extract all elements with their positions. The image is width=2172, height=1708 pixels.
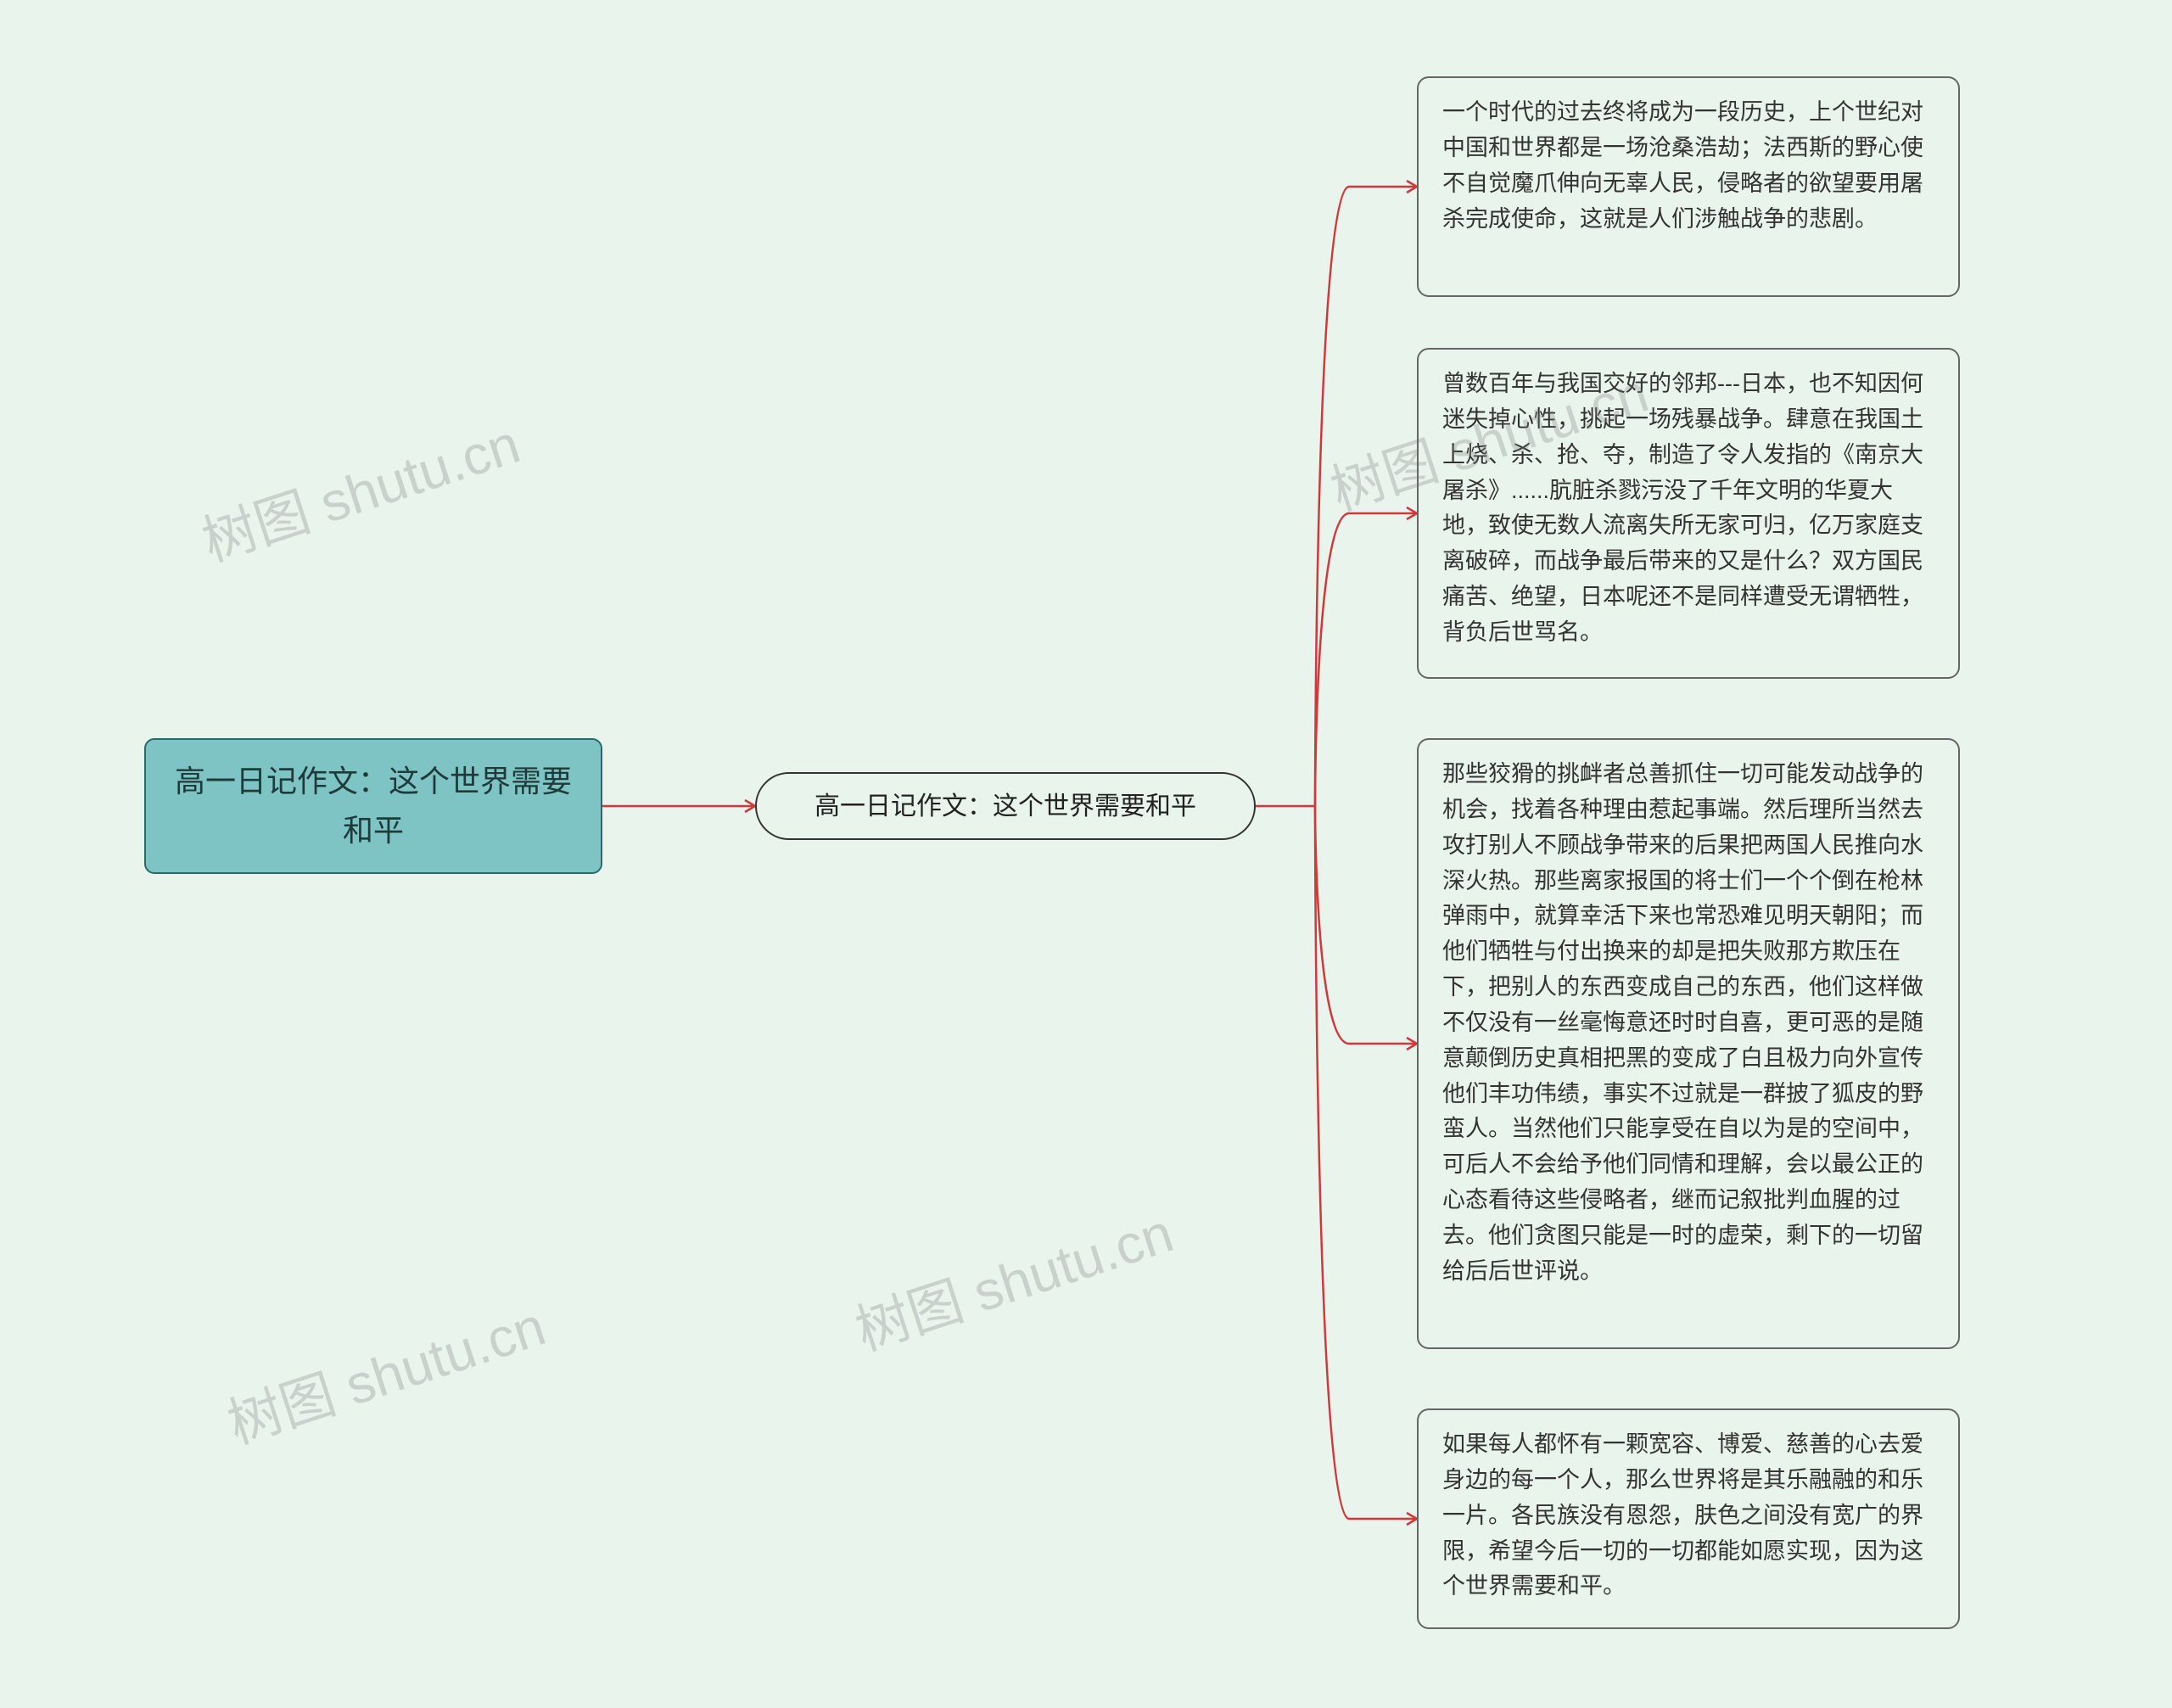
mid-node[interactable]: 高一日记作文：这个世界需要和平 [755,772,1256,840]
root-node-text: 高一日记作文：这个世界需要和平 [170,757,577,854]
mid-node-text: 高一日记作文：这个世界需要和平 [814,787,1196,826]
root-node[interactable]: 高一日记作文：这个世界需要和平 [144,738,602,874]
leaf-node-3[interactable]: 如果每人都怀有一颗宽容、博爱、慈善的心去爱身边的每一个人，那么世界将是其乐融融的… [1417,1408,1960,1629]
leaf-text-3: 如果每人都怀有一颗宽容、博爱、慈善的心去爱身边的每一个人，那么世界将是其乐融融的… [1442,1427,1934,1604]
leaf-node-0[interactable]: 一个时代的过去终将成为一段历史，上个世纪对中国和世界都是一场沧桑浩劫；法西斯的野… [1417,76,1960,297]
watermark-0: 树图 shutu.cn [191,400,528,576]
leaf-node-2[interactable]: 那些狡猾的挑衅者总善抓住一切可能发动战争的机会，找着各种理由惹起事端。然后理所当… [1417,738,1960,1349]
mindmap-canvas: 高一日记作文：这个世界需要和平 高一日记作文：这个世界需要和平 一个时代的过去终… [0,0,2172,1708]
leaf-text-0: 一个时代的过去终将成为一段历史，上个世纪对中国和世界都是一场沧桑浩劫；法西斯的野… [1442,95,1934,237]
watermark-2: 树图 shutu.cn [216,1283,553,1459]
leaf-node-1[interactable]: 曾数百年与我国交好的邻邦---日本，也不知因何迷失掉心性，挑起一场残暴战争。肆意… [1417,348,1960,679]
watermark-3: 树图 shutu.cn [844,1190,1181,1365]
leaf-text-1: 曾数百年与我国交好的邻邦---日本，也不知因何迷失掉心性，挑起一场残暴战争。肆意… [1442,367,1934,651]
leaf-text-2: 那些狡猾的挑衅者总善抓住一切可能发动战争的机会，找着各种理由惹起事端。然后理所当… [1442,757,1934,1290]
